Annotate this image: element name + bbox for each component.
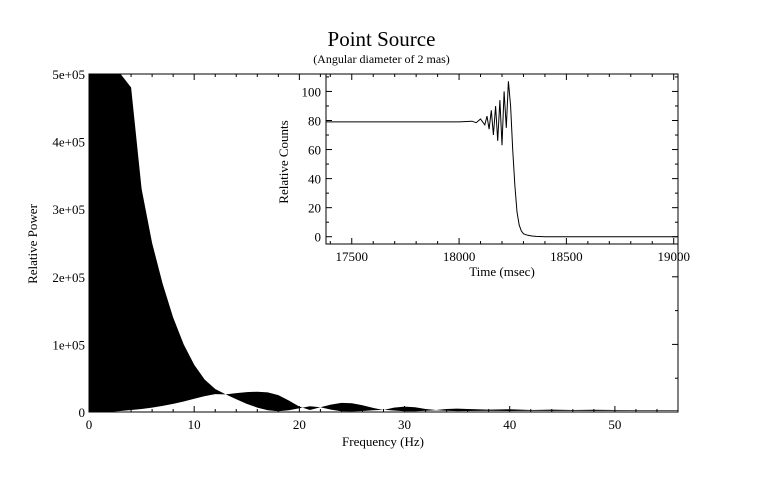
main-y-axis-label: Relative Power — [25, 203, 40, 283]
inset-plot: 17500 18000 18500 19000 0 20 40 60 80 100 Time (… — [276, 73, 690, 279]
inset-y-tick-label: 80 — [308, 113, 321, 128]
inset-y-axis-label: Relative Counts — [276, 120, 291, 203]
main-x-axis-label: Frequency (Hz) — [342, 434, 424, 449]
main-x-tick-label: 20 — [293, 417, 306, 432]
inset-x-tick-label: 17500 — [336, 249, 369, 264]
inset-x-axis-label: Time (msec) — [469, 264, 535, 279]
inset-x-ticks: 17500 18000 18500 19000 — [329, 74, 690, 264]
light-curve-line — [326, 81, 678, 238]
main-y-tick-label: 3e+05 — [52, 202, 85, 217]
main-x-tick-label: 30 — [398, 417, 411, 432]
main-y-ticks: 0 1e+05 2e+05 3e+05 4e+05 5e+05 — [52, 67, 678, 420]
main-y-tick-label: 0 — [79, 405, 86, 420]
main-y-tick-label: 5e+05 — [52, 67, 85, 82]
main-plot: 0 10 20 30 40 50 0 1e+05 2e+05 3e+05 4e+05 5e+05 F… — [25, 67, 679, 449]
main-y-tick-label: 1e+05 — [52, 337, 85, 352]
main-y-tick-label: 2e+05 — [52, 270, 85, 285]
inset-y-tick-label: 40 — [308, 172, 321, 187]
chart-subtitle: (Angular diameter of 2 mas) — [313, 52, 450, 66]
main-x-tick-label: 50 — [608, 417, 621, 432]
chart-title: Point Source — [327, 27, 436, 51]
inset-x-tick-label: 18500 — [550, 249, 583, 264]
inset-y-tick-label: 0 — [315, 230, 322, 245]
inset-x-tick-label: 19000 — [657, 249, 690, 264]
inset-y-tick-label: 100 — [302, 84, 322, 99]
main-y-tick-label: 4e+05 — [52, 135, 85, 150]
power-spectrum-area — [89, 74, 678, 412]
inset-y-tick-label: 60 — [308, 143, 321, 158]
main-x-tick-label: 0 — [86, 417, 93, 432]
inset-y-ticks: 0 20 40 60 80 100 — [302, 76, 678, 245]
main-x-tick-label: 10 — [188, 417, 201, 432]
inset-plot-background — [326, 74, 678, 244]
main-x-tick-label: 40 — [503, 417, 516, 432]
main-x-ticks: 0 10 20 30 40 50 — [86, 74, 658, 432]
inset-x-tick-label: 18000 — [443, 249, 476, 264]
inset-y-tick-label: 20 — [308, 201, 321, 216]
